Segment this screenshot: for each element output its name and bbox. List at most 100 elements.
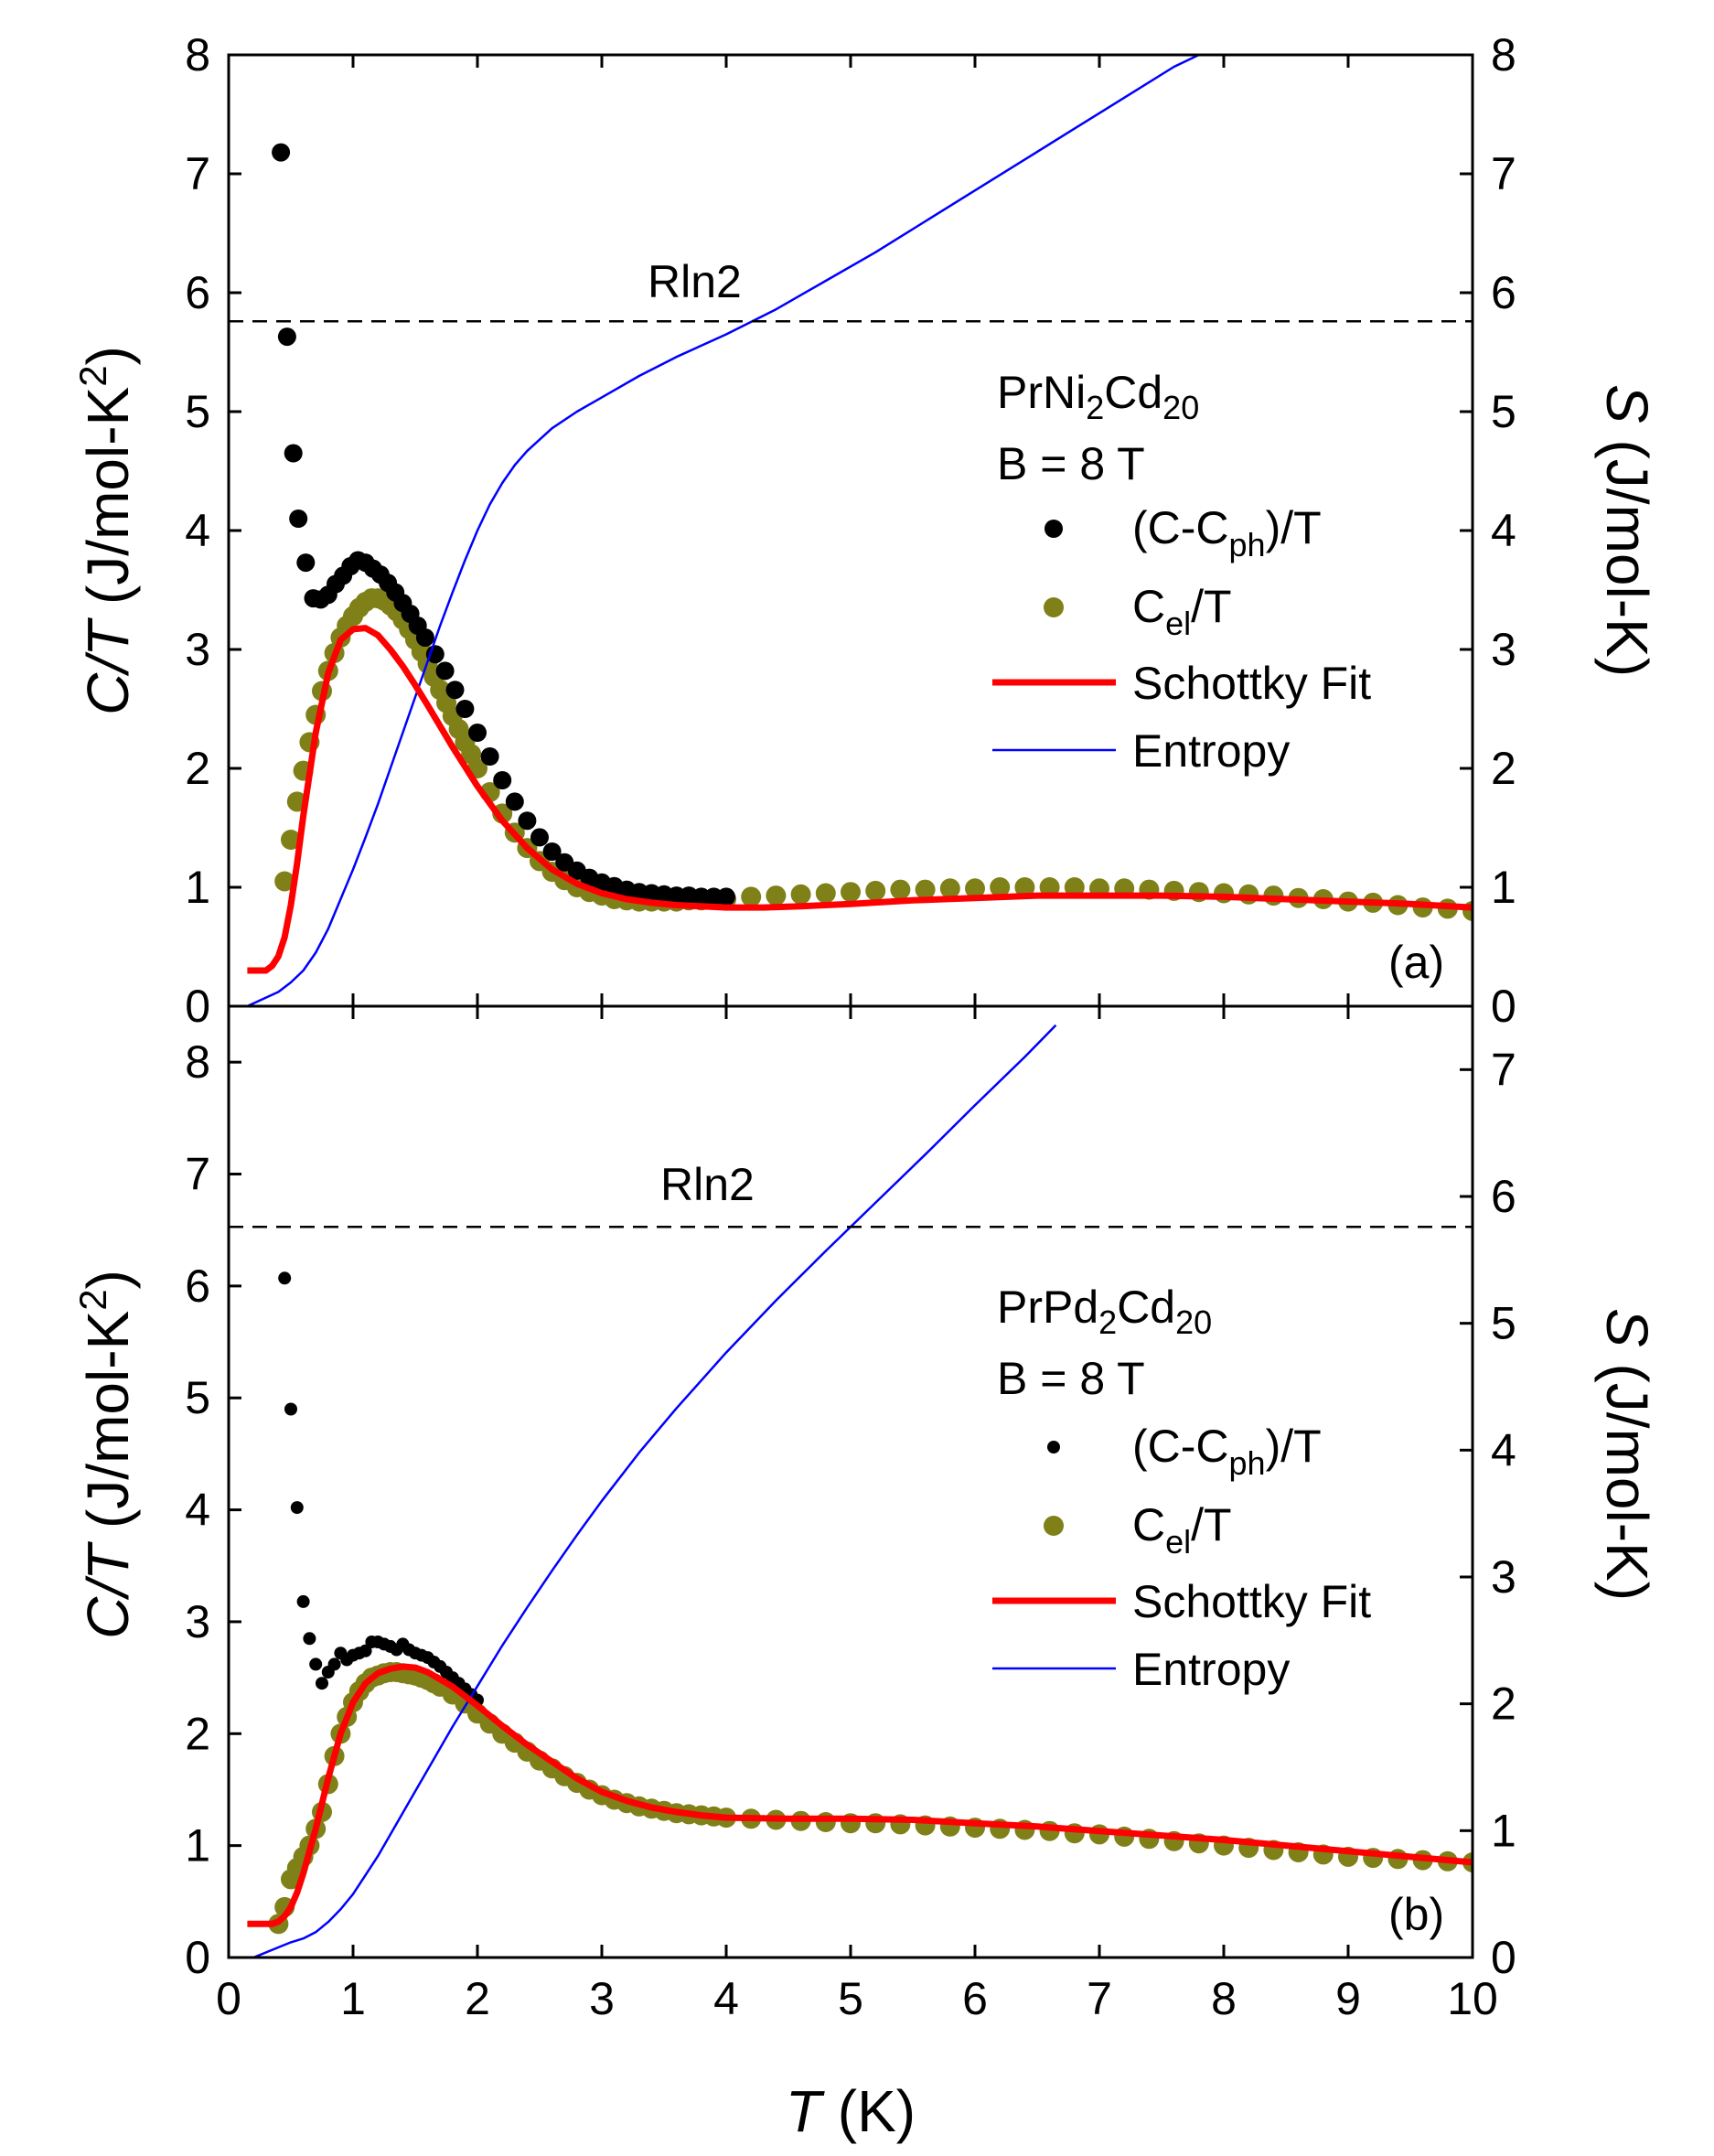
x-tick-label: 6 xyxy=(962,1973,988,2024)
data-point-ctot-b xyxy=(290,1501,304,1515)
x-tick-label: 2 xyxy=(465,1973,490,2024)
panel-a: 0 1 2 3 4 5 6 7 8 0 1 2 3 4 5 6 7 8 Rln2 PrNi2Cd20 B = 8 … xyxy=(71,29,1660,1032)
y-tick-label-right-b: 0 xyxy=(1491,1932,1516,1983)
field-label-b: B = 8 T xyxy=(997,1353,1145,1404)
y-tick-label-left-a: 0 xyxy=(185,981,210,1032)
y-tick-label-right-a: 1 xyxy=(1491,862,1516,913)
data-point-ctot-a xyxy=(493,771,512,789)
data-point-cel-a xyxy=(990,877,1011,897)
x-tick-label: 8 xyxy=(1211,1973,1237,2024)
x-tick-label: 10 xyxy=(1447,1973,1498,2024)
y-axis-right-label-a: S (J/mol-K) xyxy=(1594,384,1660,677)
data-point-ctot-a xyxy=(272,143,291,162)
y-axis-left-label-a: C/T (J/mol-K2) xyxy=(71,346,141,715)
y-tick-label-left-a: 2 xyxy=(185,743,210,794)
series-line-entropy-a xyxy=(246,55,1200,1006)
legend-b: PrPd2Cd20 B = 8 T (C-Cph)/T Cel/T Schott… xyxy=(992,1282,1371,1695)
data-point-cel-a xyxy=(1014,877,1035,897)
data-point-cel-a xyxy=(741,886,762,907)
legend-label-schottky-a: Schottky Fit xyxy=(1132,658,1371,709)
data-point-ctot-b xyxy=(296,1594,310,1608)
rln2-label-a: Rln2 xyxy=(648,256,742,307)
legend-label-cel-b: Cel/T xyxy=(1132,1499,1232,1561)
x-tick-label: 4 xyxy=(713,1973,739,2024)
y-tick-label-right-b: 6 xyxy=(1491,1171,1516,1222)
y-tick-label-left-a: 4 xyxy=(185,505,210,556)
data-point-cel-a xyxy=(1039,877,1060,897)
panel-b: 0 1 2 3 4 5 6 7 8 0 1 2 3 4 5 6 7 Rln2 PrPd2Cd20 B = 8 T… xyxy=(71,1006,1660,1983)
y-tick-label-left-b: 4 xyxy=(185,1485,210,1536)
y-tick-label-right-b: 4 xyxy=(1491,1424,1516,1475)
panel-label-b: (b) xyxy=(1388,1889,1444,1940)
data-point-ctot-b xyxy=(327,1657,341,1671)
legend-marker-cel-b xyxy=(1044,1516,1064,1536)
y-tick-label-left-a: 3 xyxy=(185,624,210,675)
x-axis-label: T (K) xyxy=(786,2078,916,2144)
y-tick-label-right-a: 6 xyxy=(1491,267,1516,318)
data-point-cel-a xyxy=(1064,877,1085,897)
series-line-schottky-b xyxy=(247,1663,1473,1927)
y-tick-label-right-a: 3 xyxy=(1491,624,1516,675)
data-point-ctot-a xyxy=(445,681,465,700)
panel-label-a: (a) xyxy=(1388,937,1444,988)
y-tick-label-right-a: 4 xyxy=(1491,505,1516,556)
y-tick-label-left-b: 1 xyxy=(185,1820,210,1872)
data-point-ctot-b xyxy=(316,1677,328,1690)
series-line-entropy-b xyxy=(252,1024,1057,1958)
data-point-ctot-a xyxy=(296,553,316,573)
legend-marker-cel-a xyxy=(1044,597,1064,617)
axis-ticks-a: 0 1 2 3 4 5 6 7 8 0 1 2 3 4 5 6 7 8 xyxy=(185,29,1516,1032)
data-point-cel-a xyxy=(281,830,301,850)
legend-label-schottky-b: Schottky Fit xyxy=(1132,1576,1371,1627)
legend-label-ctot-b: (C-Cph)/T xyxy=(1132,1421,1322,1482)
data-point-ctot-a xyxy=(530,828,549,847)
x-tick-label: 3 xyxy=(589,1973,615,2024)
y-tick-label-left-b: 6 xyxy=(185,1260,210,1312)
data-point-ctot-a xyxy=(505,792,524,811)
legend-label-entropy-a: Entropy xyxy=(1132,725,1290,777)
y-tick-label-left-b: 8 xyxy=(185,1036,210,1088)
field-label-a: B = 8 T xyxy=(997,438,1145,489)
data-point-cel-a xyxy=(815,883,836,904)
legend-marker-ctot-b xyxy=(1047,1441,1060,1453)
y-tick-label-left-b: 3 xyxy=(185,1596,210,1647)
rln2-label-b: Rln2 xyxy=(660,1159,755,1210)
legend-marker-ctot-a xyxy=(1044,520,1063,538)
y-tick-label-left-a: 1 xyxy=(185,862,210,913)
data-point-ctot-b xyxy=(359,1644,372,1657)
y-tick-label-left-a: 7 xyxy=(185,148,210,199)
series-line-schottky-a xyxy=(247,625,1473,974)
data-point-ctot-a xyxy=(455,700,475,718)
data-point-cel-a xyxy=(274,871,295,892)
data-point-ctot-a xyxy=(518,811,537,831)
data-point-ctot-a xyxy=(284,444,303,463)
axis-ticks-b: 0 1 2 3 4 5 6 7 8 0 1 2 3 4 5 6 7 xyxy=(185,1006,1516,1983)
y-tick-label-left-b: 0 xyxy=(185,1932,210,1983)
data-point-cel-a xyxy=(965,878,985,899)
data-point-ctot-b xyxy=(309,1657,323,1671)
legend-a: PrNi2Cd20 B = 8 T (C-Cph)/T Cel/T Schott… xyxy=(992,367,1371,777)
y-tick-label-right-a: 7 xyxy=(1491,148,1516,199)
data-point-ctot-a xyxy=(542,842,562,861)
y-tick-label-right-b: 3 xyxy=(1491,1551,1516,1603)
data-point-ctot-b xyxy=(303,1632,316,1646)
data-point-ctot-a xyxy=(468,724,487,742)
y-tick-label-right-a: 8 xyxy=(1491,29,1516,80)
y-tick-label-right-b: 2 xyxy=(1491,1679,1516,1730)
y-tick-label-right-b: 7 xyxy=(1491,1044,1516,1095)
plot-frame-b xyxy=(227,1004,1474,1959)
y-tick-label-right-b: 5 xyxy=(1491,1298,1516,1349)
compound-label-b: PrPd2Cd20 xyxy=(997,1282,1212,1341)
x-tick-label: 9 xyxy=(1335,1973,1361,2024)
y-tick-label-right-a: 5 xyxy=(1491,386,1516,437)
x-axis-ticks: 0 1 2 3 4 5 6 7 8 9 10 xyxy=(216,1973,1498,2024)
data-point-cel-a xyxy=(939,878,960,899)
y-tick-label-right-a: 2 xyxy=(1491,743,1516,794)
x-tick-label: 7 xyxy=(1087,1973,1112,2024)
x-tick-label: 0 xyxy=(216,1973,241,2024)
legend-label-entropy-b: Entropy xyxy=(1132,1644,1290,1695)
y-tick-label-left-a: 8 xyxy=(185,29,210,80)
data-point-cel-b xyxy=(815,1812,836,1832)
data-point-ctot-a xyxy=(289,510,308,528)
